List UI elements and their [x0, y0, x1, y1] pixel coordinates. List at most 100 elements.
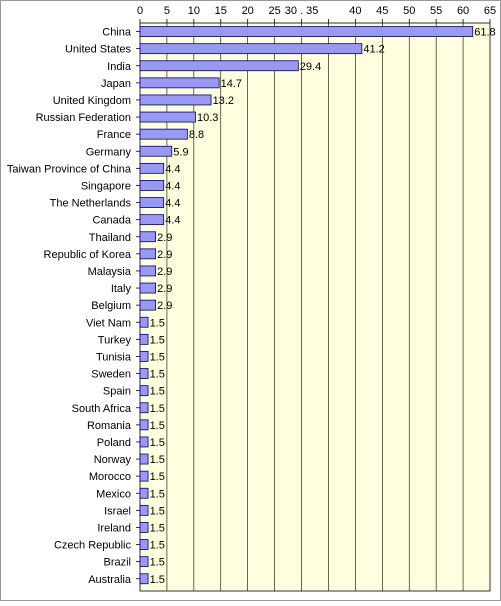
value-label: 1.5 [150, 420, 165, 432]
category-label: South Africa [72, 403, 132, 415]
value-label: 1.5 [150, 386, 165, 398]
category-label: India [107, 61, 132, 73]
bars [139, 26, 474, 585]
category-label: Brazil [103, 557, 131, 569]
bar-germany [139, 145, 173, 157]
bar-norway [139, 453, 149, 465]
category-label: Ireland [97, 522, 131, 534]
value-label: 1.5 [150, 557, 165, 569]
category-label: Australia [88, 574, 132, 586]
bar-mexico [139, 487, 149, 499]
bar-australia [139, 573, 149, 585]
category-label: Japan [101, 78, 131, 90]
bar-united-states [139, 43, 363, 55]
value-label: 2.9 [157, 266, 172, 278]
category-label: Turkey [98, 334, 132, 346]
bar-viet-nam [139, 316, 149, 328]
bar-spain [139, 385, 149, 397]
value-label: 10.3 [197, 112, 218, 124]
value-label: 1.5 [150, 403, 165, 415]
bar-sweden [139, 368, 149, 379]
value-labels: 61.8 41.2 29.4 14.7 13.2 10.3 8.85.9 4.4 4.4 4.4 4… [150, 27, 496, 586]
x-tick-label-15: 15 [215, 5, 227, 17]
value-label: 4.4 [165, 163, 180, 175]
value-label: 1.5 [150, 454, 165, 466]
bar-united-kingdom [139, 94, 212, 106]
bar-the-netherlands [139, 197, 165, 208]
category-label: China [102, 27, 132, 39]
bar-singapore [139, 180, 165, 191]
value-label: 1.5 [150, 540, 165, 552]
bar-italy [139, 282, 157, 294]
x-tick-label-10: 10 [188, 5, 200, 17]
bar-south-africa [139, 402, 149, 414]
value-label: 61.8 [474, 27, 495, 39]
bar-france [139, 128, 188, 140]
category-label: Taiwan Province of China [7, 163, 132, 175]
value-label: 2.9 [157, 300, 172, 312]
y-axis-category-labels: China United States India Japan United Kingd… [7, 27, 140, 586]
category-label: Belgium [91, 300, 131, 312]
value-label: 1.5 [150, 334, 165, 346]
category-label: Viet Nam [86, 317, 131, 329]
bar-czech-republic [139, 539, 149, 550]
x-tick-label-30: 30 . 35 [285, 5, 319, 17]
category-label: Thailand [89, 232, 131, 244]
bar-morocco [139, 470, 149, 482]
x-tick-label-0: 0 [137, 5, 143, 17]
bar-poland [139, 436, 149, 448]
category-label: Morocco [89, 471, 131, 483]
bar-brazil [139, 556, 149, 568]
value-label: 1.5 [150, 437, 165, 449]
bar-russian-federation [139, 111, 196, 123]
category-label: Czech Republic [54, 540, 132, 552]
value-label: 1.5 [150, 522, 165, 534]
bar-china [139, 26, 474, 37]
value-label: 1.5 [150, 351, 165, 363]
bar-belgium [139, 299, 157, 311]
category-label: Republic of Korea [44, 249, 132, 261]
bar-malaysia [139, 265, 157, 277]
value-label: 4.4 [165, 215, 180, 227]
category-label: Tunisia [96, 351, 132, 363]
bar-taiwan-province-of-china [139, 162, 165, 174]
category-label: Canada [92, 215, 131, 227]
value-label: 1.5 [150, 488, 165, 500]
bar-romania [139, 419, 149, 431]
category-label: Romania [87, 420, 132, 432]
category-label: France [97, 129, 131, 141]
x-tick-label-40: 40 [349, 5, 361, 17]
category-label: The Netherlands [50, 198, 132, 210]
category-label: Norway [94, 454, 132, 466]
value-label: 13.2 [213, 95, 234, 107]
x-tick-label-65: 65 [484, 5, 496, 17]
category-label: Germany [86, 146, 132, 158]
value-label: 14.7 [221, 78, 242, 90]
value-label: 29.4 [300, 61, 321, 73]
value-label: 41.2 [363, 44, 384, 56]
bar-israel [139, 504, 149, 516]
value-label: 1.5 [150, 505, 165, 517]
category-label: Italy [111, 283, 132, 295]
value-label: 1.5 [150, 471, 165, 483]
value-label: 8.8 [189, 129, 204, 141]
category-label: United States [65, 44, 132, 56]
value-label: 2.9 [157, 232, 172, 244]
value-label: 1.5 [150, 369, 165, 381]
bar-canada [139, 214, 165, 226]
x-tick-label-45: 45 [376, 5, 388, 17]
bar-thailand [139, 231, 157, 243]
category-label: Malaysia [88, 266, 132, 278]
category-label: Poland [97, 437, 131, 449]
value-label: 4.4 [165, 198, 180, 210]
category-label: Sweden [91, 369, 131, 381]
value-label: 1.5 [150, 317, 165, 329]
value-label: 2.9 [157, 283, 172, 295]
category-label: United Kingdom [53, 95, 131, 107]
value-label: 4.4 [165, 180, 180, 192]
bar-india [139, 60, 299, 72]
bar-turkey [139, 333, 149, 345]
x-tick-label-25: 25 [268, 5, 280, 17]
